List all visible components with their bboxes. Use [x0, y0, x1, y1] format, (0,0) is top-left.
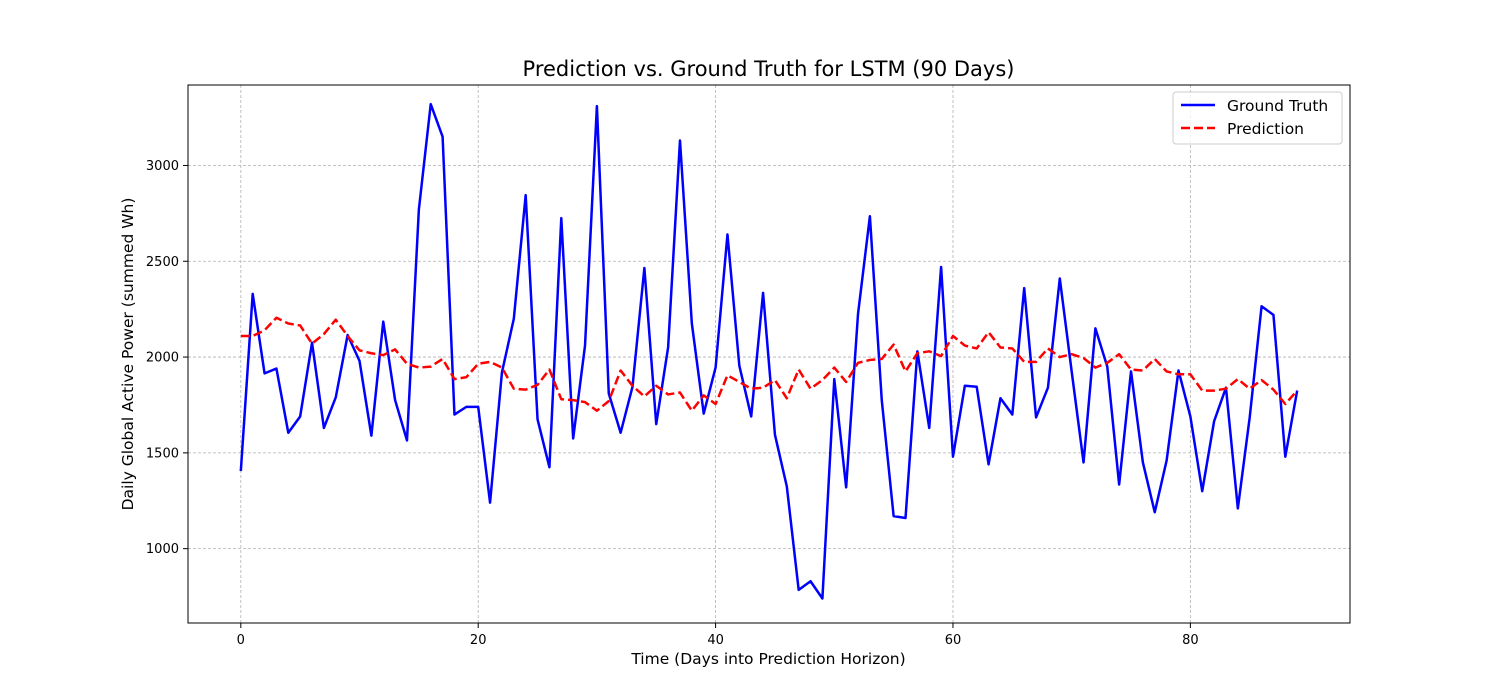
- y-tick-label: 2500: [146, 255, 179, 270]
- y-tick-label: 1500: [146, 446, 179, 461]
- plot-frame: [187, 84, 1351, 624]
- y-tick-label: 2000: [146, 351, 179, 366]
- x-tick-label: 20: [470, 633, 487, 648]
- series-line-prediction: [240, 316, 1299, 412]
- y-tick-label: 3000: [146, 159, 179, 174]
- y-axis-label: Daily Global Active Power (summed Wh): [119, 198, 137, 511]
- legend-box: [1172, 91, 1343, 145]
- legend-label-ground-truth: Ground Truth: [1227, 97, 1328, 115]
- x-axis-label: Time (Days into Prediction Horizon): [630, 650, 905, 668]
- y-tick-label: 1000: [146, 542, 179, 557]
- chart-title: Prediction vs. Ground Truth for LSTM (90…: [523, 57, 1015, 81]
- x-tick-label: 60: [945, 633, 962, 648]
- x-tick-label: 0: [237, 633, 245, 648]
- x-axis-ticks: 0 20 40 60 80: [237, 623, 1199, 648]
- series-line-ground-truth: [239, 102, 1299, 600]
- x-tick-label: 80: [1182, 633, 1199, 648]
- legend-label-prediction: Prediction: [1227, 120, 1304, 138]
- legend: Ground Truth Prediction: [1172, 91, 1343, 145]
- series-layer: [239, 102, 1299, 600]
- y-axis-ticks: 1000 1500 2000 2500 3000: [146, 159, 188, 557]
- x-tick-label: 40: [707, 633, 724, 648]
